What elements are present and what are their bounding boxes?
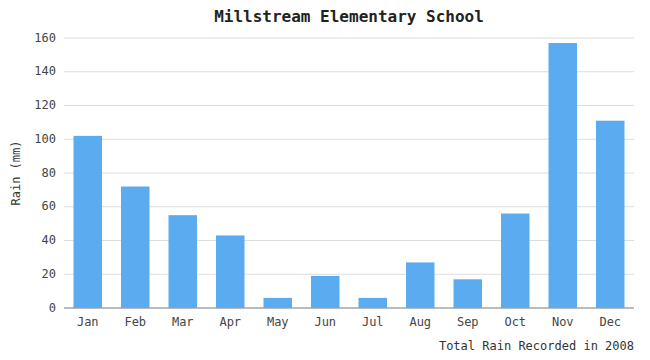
x-tick-label: Dec [599,315,621,329]
y-tick-label: 140 [34,64,56,78]
bar [501,214,530,309]
y-axis-label: Rain (mm) [9,140,23,205]
y-tick-label: 100 [34,132,56,146]
x-axis: Jan Feb Mar Apr May Jun Jul Aug Sep Oct Nov Dec [77,315,621,329]
bar [121,187,150,309]
x-tick-label: Sep [457,315,479,329]
bar [549,43,578,308]
y-axis: 0 20 40 60 80 100 120 140 160 [34,31,56,315]
bar [454,279,483,308]
chart: 020406080100120140160JanFebMarAprMayJunJ… [0,0,650,360]
y-grid [64,38,634,308]
bars [74,43,625,308]
x-tick-label: May [267,315,289,329]
x-tick-label: Apr [219,315,241,329]
y-tick-label: 60 [42,199,56,213]
grid-line [64,38,634,39]
y-tick-label: 120 [34,98,56,112]
y-tick-label: 20 [42,267,56,281]
bar [406,262,435,308]
y-tick-label: 40 [42,233,56,247]
title: Millstream Elementary School [214,7,484,26]
bar [359,298,388,308]
bar [74,136,103,308]
bar [596,121,625,308]
bar [264,298,293,308]
bar [169,215,198,308]
bar [216,235,245,308]
x-tick-label: Feb [124,315,146,329]
y-tick-label: 80 [42,166,56,180]
y-tick-label: 0 [49,301,56,315]
x-tick-label: Jul [362,315,384,329]
y-tick-label: 160 [34,31,56,45]
x-tick-label: Aug [409,315,431,329]
x-tick-label: Mar [172,315,194,329]
x-tick-label: Nov [552,315,574,329]
x-axis-label: Total Rain Recorded in 2008 [439,339,634,353]
bar [311,276,340,308]
chart-container: 020406080100120140160JanFebMarAprMayJunJ… [0,0,650,360]
x-tick-label: Jun [314,315,336,329]
x-tick-label: Jan [77,315,99,329]
x-tick-label: Oct [504,315,526,329]
